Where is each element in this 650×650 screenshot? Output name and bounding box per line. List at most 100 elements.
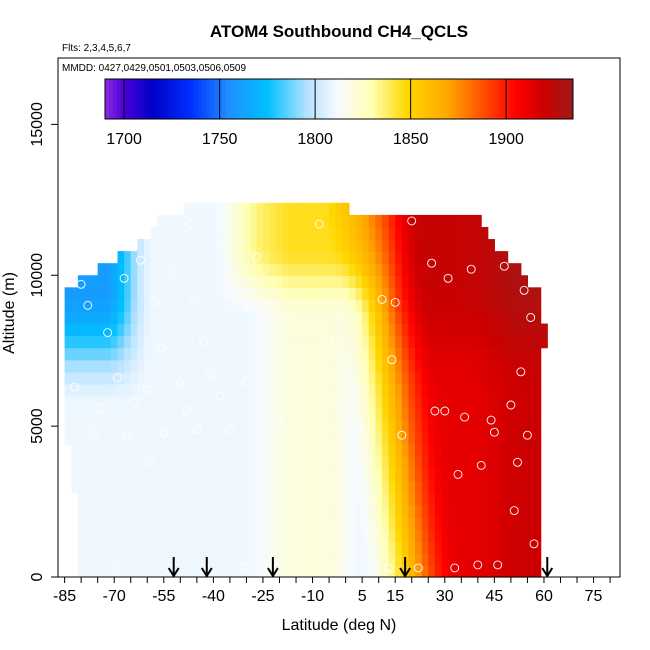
heatmap-cell [124, 528, 132, 542]
heatmap-cell [335, 504, 343, 518]
heatmap-cell [415, 347, 423, 361]
heatmap-cell [262, 323, 271, 337]
heatmap-cell [104, 371, 112, 385]
heatmap-cell [381, 239, 390, 252]
heatmap-cell [315, 456, 324, 469]
heatmap-cell [375, 432, 383, 445]
heatmap-cell [514, 311, 522, 325]
heatmap-cell [448, 311, 456, 325]
heatmap-cell [494, 540, 502, 554]
heatmap-cell [408, 408, 416, 421]
heatmap-cell [150, 552, 158, 566]
heatmap-cell [64, 299, 72, 313]
observation-point [493, 560, 503, 570]
colorbar-segment [163, 79, 168, 119]
heatmap-cell [296, 287, 304, 300]
heatmap-cell [507, 395, 515, 409]
heatmap-cell [514, 395, 522, 409]
heatmap-cell [130, 335, 138, 349]
heatmap-cell [269, 275, 277, 288]
heatmap-cell [309, 251, 317, 264]
heatmap-cell [434, 371, 443, 385]
colorbar-tick-label: 1800 [297, 131, 333, 148]
heatmap-cell [183, 540, 191, 554]
colorbar-segment [467, 79, 473, 119]
colorbar-segment [261, 79, 266, 119]
heatmap-cell [302, 251, 310, 264]
heatmap-cell [71, 323, 79, 337]
flight-arrow [399, 557, 411, 578]
heatmap-cell [157, 395, 165, 409]
heatmap-cell [110, 444, 119, 457]
heatmap-cell [395, 287, 403, 300]
heatmap-cell [315, 347, 324, 361]
heatmap-cell [170, 504, 178, 518]
heatmap-cell [236, 287, 244, 300]
heatmap-cell [262, 540, 271, 554]
heatmap-cell [348, 540, 357, 554]
heatmap-cell [117, 468, 125, 482]
heatmap-cell [540, 335, 548, 349]
heatmap-cell [342, 371, 350, 385]
heatmap-cell [269, 492, 277, 506]
heatmap-cell [302, 420, 310, 433]
heatmap-cell [428, 251, 436, 264]
heatmap-cell [474, 275, 482, 288]
heatmap-cell [448, 408, 456, 421]
heatmap-cell [309, 552, 317, 566]
heatmap-cell [130, 359, 138, 373]
heatmap-cell [315, 516, 324, 530]
heatmap-cell [348, 214, 357, 228]
heatmap-cell [434, 504, 443, 518]
heatmap-cell [282, 564, 291, 578]
heatmap-cell [77, 347, 86, 361]
heatmap-cell [183, 516, 191, 530]
heatmap-cell [137, 347, 145, 361]
heatmap-cell [481, 432, 489, 445]
heatmap-cell [362, 432, 370, 445]
heatmap-cell [190, 239, 198, 252]
heatmap-cell [481, 359, 489, 373]
heatmap-cell [309, 456, 317, 469]
heatmap-cell [183, 311, 191, 325]
heatmap-cell [381, 456, 390, 469]
heatmap-cell [415, 214, 423, 228]
heatmap-cell [388, 251, 396, 264]
heatmap-cell [143, 468, 152, 482]
heatmap-cell [104, 444, 112, 457]
heatmap-cell [170, 251, 178, 264]
heatmap-cell [487, 408, 495, 421]
heatmap-cell [481, 323, 489, 337]
heatmap-cell [256, 432, 264, 445]
heatmap-cell [196, 275, 205, 288]
heatmap-cell [454, 251, 462, 264]
heatmap-cell [454, 468, 462, 482]
heatmap-cell [507, 323, 515, 337]
heatmap-cell [183, 395, 191, 409]
heatmap-cell [487, 540, 495, 554]
heatmap-cell [362, 226, 370, 240]
heatmap-cell [335, 359, 343, 373]
heatmap-cell [216, 311, 224, 325]
colorbar-segment [245, 79, 250, 119]
heatmap-cell [104, 335, 112, 349]
heatmap-cell [355, 444, 363, 457]
heatmap-cell [163, 214, 171, 228]
heatmap-cell [527, 552, 535, 566]
observation-point [367, 563, 377, 573]
heatmap-cell [309, 347, 317, 361]
heatmap-cell [329, 383, 337, 397]
heatmap-cell [355, 311, 363, 325]
heatmap-cell [77, 371, 86, 385]
heatmap-cell [395, 432, 403, 445]
heatmap-cell [355, 275, 363, 288]
heatmap-cell [289, 287, 297, 300]
heatmap-cell [315, 552, 324, 566]
heatmap-cell [520, 504, 529, 518]
heatmap-cell [441, 528, 449, 542]
heatmap-cell [309, 359, 317, 373]
heatmap-cell [196, 299, 205, 313]
heatmap-cell [355, 214, 363, 228]
heatmap-cell [395, 371, 403, 385]
heatmap-cell [527, 408, 535, 421]
